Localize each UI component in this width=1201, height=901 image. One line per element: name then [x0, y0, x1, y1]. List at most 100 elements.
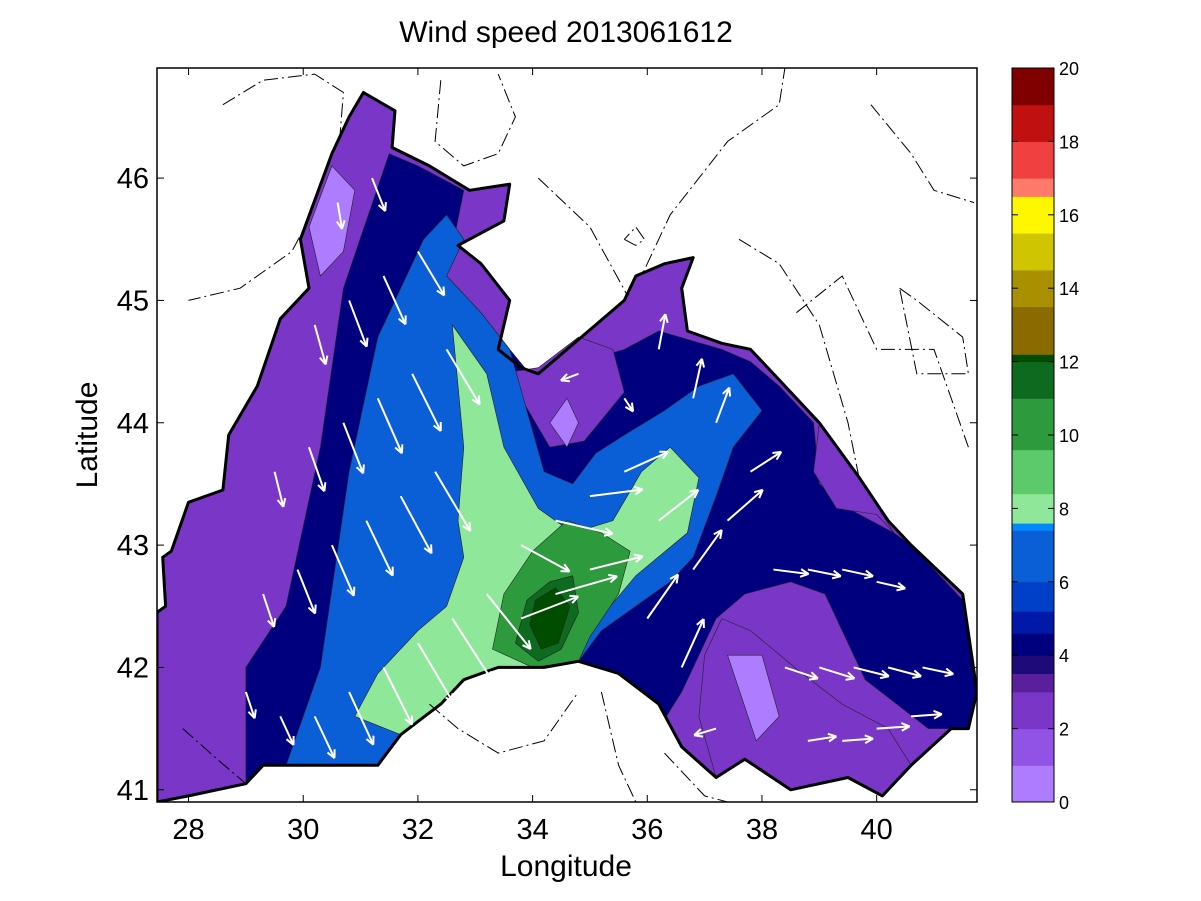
wind-vector-15 [308, 446, 327, 492]
colorbar-band-7 [1012, 581, 1054, 612]
wind-vector-3 [348, 691, 375, 746]
wind-vector-20 [313, 324, 329, 366]
wind-vector-40 [773, 568, 810, 578]
colorbar: 0 2 4 6 8 10 12 14 16 18 20 [1011, 59, 1079, 813]
colorbar-band-8 [1012, 530, 1054, 583]
y-axis-label: Latitude [71, 382, 104, 489]
wind-vector-38 [715, 386, 732, 424]
speed-band-3 [497, 336, 625, 448]
wind-vector-16 [342, 422, 365, 475]
land-contour-1 [600, 691, 637, 802]
speed-band-11 [727, 654, 780, 742]
colorbar-ticks: 0 2 4 6 8 10 12 14 16 18 20 [1012, 59, 1079, 813]
colorbar-band-15 [1012, 306, 1054, 355]
x-axis-ticks: 28 30 32 34 36 38 40 [172, 68, 893, 846]
colorbar-band-19 [1012, 178, 1054, 197]
wind-vectors [244, 177, 954, 759]
colorbar-band-16 [1012, 269, 1054, 308]
wind-vector-28 [589, 553, 644, 571]
wind-vector-52 [910, 709, 943, 720]
coastline [157, 91, 977, 802]
speed-band-12 [549, 397, 579, 448]
x-tick-label-6: 40 [861, 814, 893, 846]
wind-vector-21 [348, 300, 369, 348]
colorbar-tick-label-0: 0 [1059, 793, 1069, 813]
y-axis-ticks: 41 42 43 44 45 46 [117, 163, 977, 807]
colorbar-band-14 [1012, 354, 1054, 363]
wind-vector-45 [819, 666, 856, 681]
colorbar-band-2 [1012, 691, 1054, 730]
wind-vector-39 [749, 450, 783, 473]
contour-line-0 [188, 73, 344, 301]
colorbar-band-12 [1012, 398, 1054, 451]
contour-line-1 [434, 73, 516, 167]
land-contour-0 [429, 691, 579, 754]
wind-vector-49 [807, 732, 838, 743]
wind-vector-33 [658, 488, 700, 522]
wind-vector-50 [842, 734, 874, 744]
colorbar-tick-label-7: 14 [1059, 279, 1079, 299]
colorbar-band-0 [1012, 765, 1054, 803]
contour-line-3 [623, 226, 646, 246]
x-tick-label-0: 28 [172, 814, 204, 846]
colorbar-bands [1012, 68, 1054, 803]
colorbar-tick-label-1: 2 [1059, 720, 1069, 740]
x-tick-label-1: 30 [287, 814, 319, 846]
wind-vector-51 [876, 722, 911, 732]
colorbar-band-21 [1012, 104, 1054, 142]
wind-vector-56 [657, 313, 669, 350]
wind-vector-44 [784, 666, 819, 681]
colorbar-band-3 [1012, 673, 1054, 693]
contour-line-7 [870, 104, 975, 204]
wind-vector-32 [623, 450, 670, 473]
plot-frame [156, 67, 978, 803]
wind-vector-0 [244, 691, 257, 719]
wind-vector-8 [262, 593, 277, 628]
speed-band-10 [308, 165, 356, 277]
colorbar-band-5 [1012, 633, 1054, 656]
sea-coastline [157, 91, 977, 802]
wind-vector-11 [365, 520, 394, 577]
wind-vector-26 [520, 594, 580, 620]
wind-vector-14 [273, 471, 287, 508]
wind-vector-25 [371, 177, 387, 212]
wind-vector-4 [382, 666, 414, 726]
wind-vector-2 [313, 715, 336, 759]
colorbar-tick-label-10: 20 [1059, 59, 1079, 79]
wind-vector-27 [555, 573, 618, 595]
x-tick-label-2: 32 [402, 814, 434, 846]
wind-vector-12 [399, 495, 433, 555]
wind-vector-18 [411, 373, 442, 432]
colorbar-tick-label-4: 8 [1059, 499, 1069, 519]
contour-line-5 [796, 275, 969, 448]
chart-title: Wind speed 2013061612 [399, 16, 733, 49]
wind-vector-1 [279, 715, 295, 746]
colorbar-band-1 [1012, 728, 1054, 766]
wind-vector-23 [417, 250, 446, 297]
wind-vector-7 [485, 593, 532, 650]
wind-vector-22 [382, 275, 407, 326]
wind-vector-55 [560, 372, 579, 383]
contour-line-2 [537, 68, 786, 302]
colorbar-band-6 [1012, 611, 1054, 634]
colorbar-band-10 [1012, 493, 1054, 524]
y-tick-label-3: 44 [117, 408, 149, 440]
x-tick-label-5: 38 [746, 814, 778, 846]
wind-vector-57 [692, 358, 705, 399]
colorbar-tick-label-5: 10 [1059, 426, 1079, 446]
colorbar-band-22 [1012, 68, 1054, 106]
wind-vector-35 [680, 618, 705, 668]
colorbar-tick-label-9: 18 [1059, 132, 1079, 152]
y-tick-label-1: 42 [117, 652, 149, 684]
wind-vector-37 [726, 488, 764, 522]
x-tick-label-3: 34 [516, 814, 548, 846]
wind-vector-29 [520, 544, 571, 573]
y-tick-label-5: 46 [117, 163, 149, 195]
colorbar-band-11 [1012, 449, 1054, 495]
wind-vector-6 [451, 617, 493, 681]
colorbar-band-20 [1012, 141, 1054, 179]
x-axis-label: Longitude [500, 850, 632, 883]
colorbar-band-4 [1012, 655, 1054, 674]
wind-vector-36 [692, 529, 723, 571]
